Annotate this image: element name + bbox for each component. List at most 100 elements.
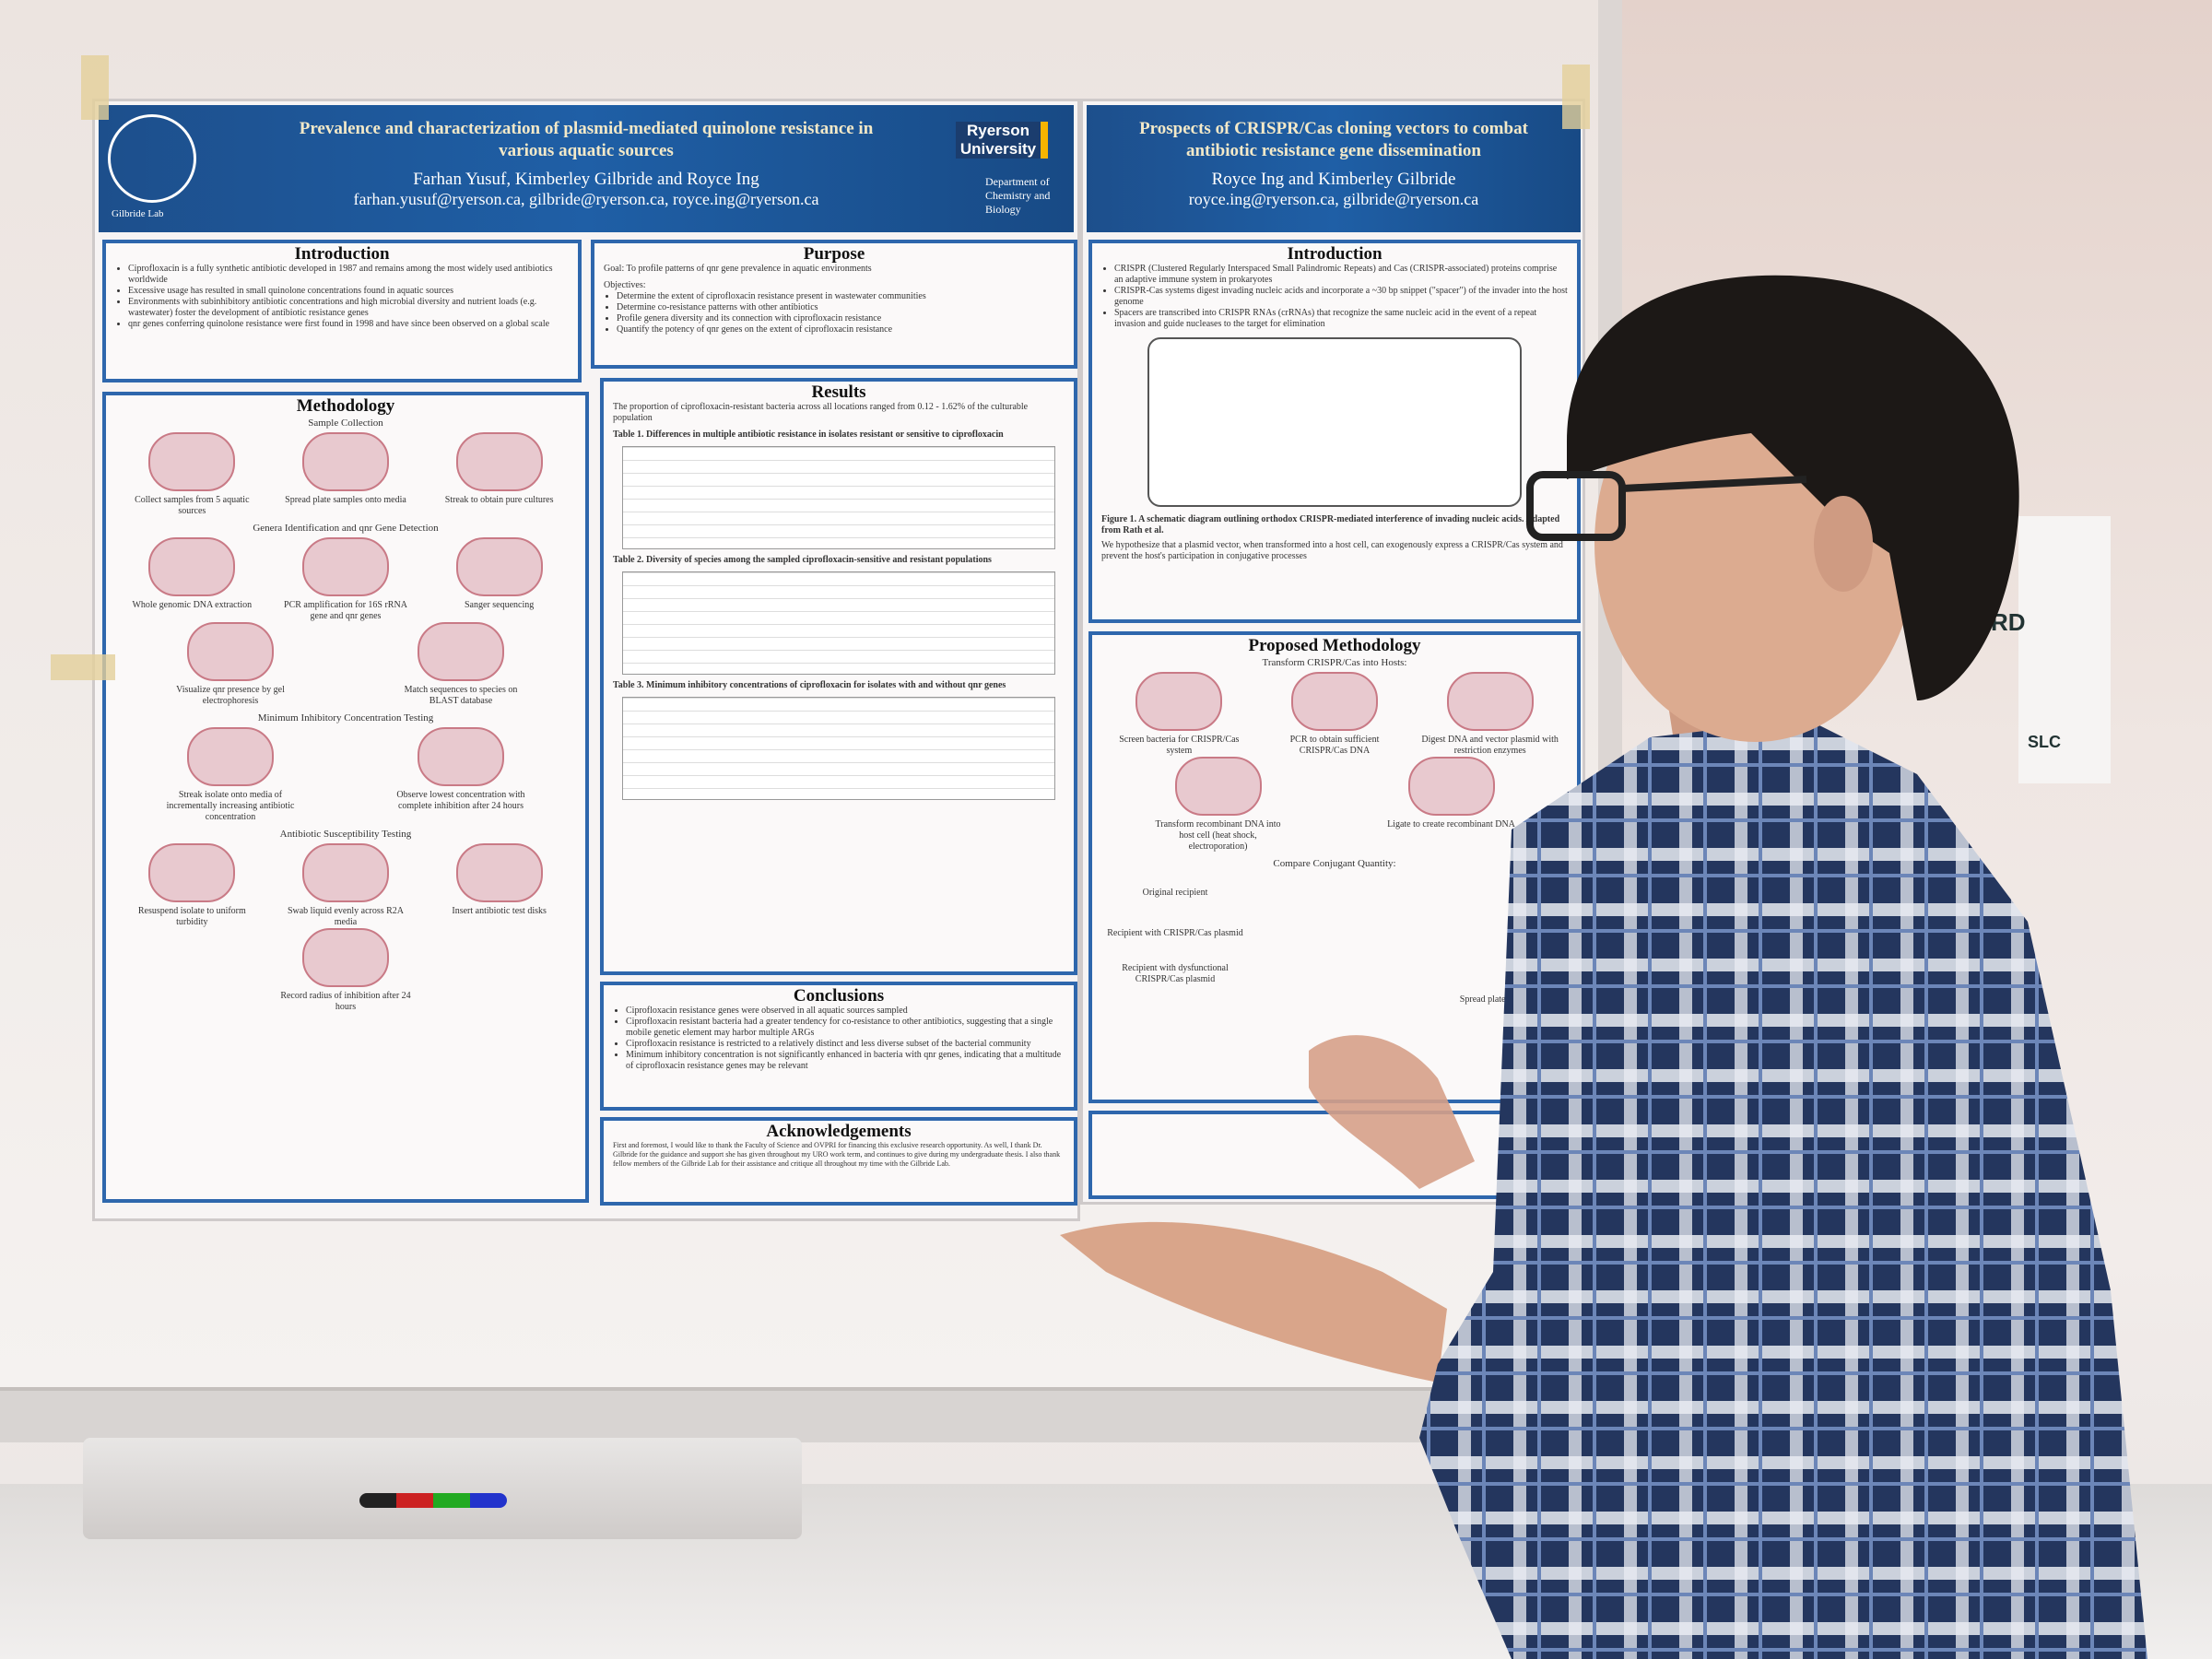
bullet-item: Minimum inhibitory concentration is not … <box>626 1050 1065 1072</box>
step-icon <box>301 537 389 596</box>
wall-sign: RD SLC <box>1991 516 2111 783</box>
bullet-list: CRISPR (Clustered Regularly Interspaced … <box>1101 264 1568 330</box>
step-caption: Streak isolate onto media of incremental… <box>166 790 295 822</box>
step-icon <box>148 432 236 491</box>
bullet-list: Determine the extent of ciprofloxacin re… <box>604 291 1065 335</box>
section-heading: Purpose <box>803 244 865 264</box>
step-icon <box>1407 757 1495 816</box>
bullet-item: qnr genes conferring quinolone resistanc… <box>128 319 569 330</box>
intro-box: Introduction Ciprofloxacin is a fully sy… <box>102 240 582 382</box>
table-caption: Table 3. Minimum inhibitory concentratio… <box>613 680 1006 690</box>
step: Spread plate samples onto media <box>276 432 415 517</box>
poster-title: Prevalence and characterization of plasm… <box>299 119 874 160</box>
step-icon <box>301 843 389 902</box>
section-heading: Introduction <box>294 244 390 264</box>
section-heading: Proposed Methodology <box>1248 636 1421 655</box>
conclusions-box: Conclusions Ciprofloxacin resistance gen… <box>600 982 1077 1111</box>
bullet-item: CRISPR-Cas systems digest invading nucle… <box>1114 286 1568 308</box>
methodology-box: Methodology Sample Collection Collect sam… <box>102 392 589 1203</box>
poster-right: Prospects of CRISPR/Cas cloning vectors … <box>1080 99 1585 1205</box>
logo-caption: Gilbride Lab <box>112 208 164 219</box>
step-caption: Sanger sequencing <box>465 600 535 610</box>
table <box>622 697 1055 800</box>
sign-logo: SLC <box>2028 733 2061 751</box>
step: Visualize qnr presence by gel electropho… <box>161 622 300 707</box>
sub-heading: Sample Collection <box>308 418 383 429</box>
step-caption: Collect samples from 5 aquatic sources <box>135 495 250 516</box>
section-heading: Methodology <box>296 396 395 416</box>
caption-row: Collect samples from 5 aquatic sources Sp… <box>115 432 576 517</box>
section-heading: Conclusions <box>793 986 885 1006</box>
step: Resuspend isolate to uniform turbidity <box>123 843 261 928</box>
step-caption: Insert antibiotic test disks <box>452 906 547 916</box>
step-caption: Visualize qnr presence by gel electropho… <box>176 685 285 706</box>
step-icon <box>148 537 236 596</box>
results-summary: The proportion of ciprofloxacin-resistan… <box>613 402 1029 423</box>
bullet-item: Environments with subinhibitory antibiot… <box>128 297 569 319</box>
hypothesis: We hypothesize that a plasmid vector, wh… <box>1101 540 1563 561</box>
acknowledgements-box: Acknowledgements First and foremost, I w… <box>600 1117 1077 1206</box>
result-tables: Table 1. Differences in multiple antibio… <box>613 429 1065 800</box>
poster-header: Prospects of CRISPR/Cas cloning vectors … <box>1087 105 1581 232</box>
step-icon <box>1290 672 1378 731</box>
bullet-item: Determine co-resistance patterns with ot… <box>617 302 1065 313</box>
step: Digest DNA and vector plasmid with restr… <box>1421 672 1559 757</box>
authors: Farhan Yusuf, Kimberley Gilbride and Roy… <box>413 170 759 189</box>
section-heading: Results <box>811 382 866 402</box>
bullet-list: Ciprofloxacin resistance genes were obse… <box>613 1006 1065 1072</box>
step-caption: Whole genomic DNA extraction <box>132 600 253 610</box>
bullet-item: Quantify the potency of qnr genes on the… <box>617 324 1065 335</box>
step-icon <box>187 622 274 681</box>
bullet-item: CRISPR (Clustered Regularly Interspaced … <box>1114 264 1568 286</box>
step-caption: Spread plate samples onto media <box>285 495 406 505</box>
poster-header: Gilbride Lab Prevalence and characteriza… <box>99 105 1074 232</box>
step-caption: Screen bacteria for CRISPR/Cas system <box>1119 735 1240 756</box>
step-caption: Record radius of inhibition after 24 hou… <box>280 991 411 1012</box>
acknowledgements-text: First and foremost, I would like to than… <box>613 1141 1061 1168</box>
step: PCR amplification for 16S rRNA gene and … <box>276 537 415 622</box>
poster-left: Gilbride Lab Prevalence and characteriza… <box>92 99 1080 1221</box>
bullet-item: Determine the extent of ciprofloxacin re… <box>617 291 1065 302</box>
bullet-item: Excessive usage has resulted in small qu… <box>128 286 569 297</box>
bullet-item: Ciprofloxacin resistance is restricted t… <box>626 1039 1065 1050</box>
section-heading: Introduction <box>1287 244 1382 264</box>
bullet-list: Ciprofloxacin is a fully synthetic antib… <box>115 264 569 330</box>
table <box>622 571 1055 675</box>
bullet-item: Ciprofloxacin resistance genes were obse… <box>626 1006 1065 1017</box>
figure <box>1147 337 1522 507</box>
step-caption: PCR amplification for 16S rRNA gene and … <box>284 600 407 621</box>
method-steps: Sample Collection Collect samples from 5 … <box>115 418 576 1013</box>
step-caption: Match sequences to species on BLAST data… <box>404 685 518 706</box>
step-icon <box>301 432 389 491</box>
department: Department of Chemistry and Biology <box>985 175 1051 216</box>
caption-row: Whole genomic DNA extraction PCR amplific… <box>115 537 576 707</box>
tape <box>81 55 109 120</box>
step: Swab liquid evenly across R2A media <box>276 843 415 928</box>
step-icon <box>455 432 543 491</box>
glasses-arm <box>1621 476 1807 492</box>
step: Observe lowest concentration with comple… <box>392 727 530 823</box>
step: Match sequences to species on BLAST data… <box>392 622 530 707</box>
poster-title: Prospects of CRISPR/Cas cloning vectors … <box>1139 119 1528 160</box>
whiteboard-tray <box>0 1387 1622 1442</box>
objectives-label: Objectives: <box>604 280 646 290</box>
step: Sanger sequencing <box>430 537 569 622</box>
shirt <box>1419 719 2147 1659</box>
tape <box>51 654 115 680</box>
sub-heading: Antibiotic Susceptibility Testing <box>279 829 412 840</box>
authors: Royce Ing and Kimberley Gilbride <box>1211 170 1456 189</box>
step-icon <box>1174 757 1262 816</box>
table-caption: Table 1. Differences in multiple antibio… <box>613 429 1004 440</box>
step-icon <box>187 727 274 786</box>
step-caption: Swab liquid evenly across R2A media <box>287 906 405 927</box>
table <box>622 446 1055 549</box>
step: Ligate to create recombinant DNA <box>1382 757 1521 853</box>
bullet-item: Profile genera diversity and its connect… <box>617 313 1065 324</box>
step-icon <box>455 537 543 596</box>
step: Transform recombinant DNA into host cell… <box>1149 757 1288 853</box>
step: Whole genomic DNA extraction <box>123 537 261 622</box>
recipient-label: Recipient with dysfunctional CRISPR/Cas … <box>1122 963 1229 984</box>
step-caption: Observe lowest concentration with comple… <box>396 790 525 811</box>
caption-row: Screen bacteria for CRISPR/Cas system PCR… <box>1101 672 1568 853</box>
